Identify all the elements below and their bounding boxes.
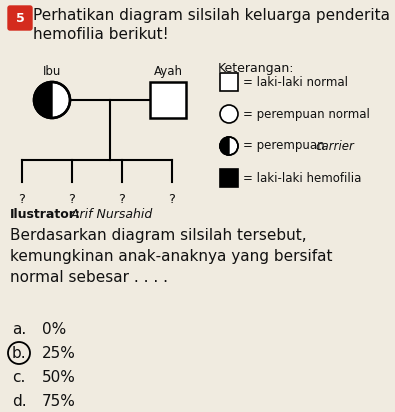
Circle shape xyxy=(220,137,238,155)
Text: Arif Nursahid: Arif Nursahid xyxy=(67,208,152,221)
FancyBboxPatch shape xyxy=(220,169,238,187)
Text: Keterangan:: Keterangan: xyxy=(218,62,295,75)
Text: ?: ? xyxy=(69,193,75,206)
Text: a.: a. xyxy=(12,322,26,337)
Text: 5: 5 xyxy=(16,12,24,24)
Wedge shape xyxy=(34,82,52,118)
FancyBboxPatch shape xyxy=(8,6,32,30)
Wedge shape xyxy=(220,137,229,155)
Text: Perhatikan diagram silsilah keluarga penderita
hemofilia berikut!: Perhatikan diagram silsilah keluarga pen… xyxy=(33,8,390,42)
Text: c.: c. xyxy=(12,370,25,385)
Text: 50%: 50% xyxy=(42,370,76,385)
Text: Ibu: Ibu xyxy=(43,65,61,78)
Text: = laki-laki normal: = laki-laki normal xyxy=(243,75,348,89)
Circle shape xyxy=(220,105,238,123)
Text: 25%: 25% xyxy=(42,346,76,361)
Text: ?: ? xyxy=(19,193,25,206)
Text: carrier: carrier xyxy=(315,140,354,152)
Text: b.: b. xyxy=(12,346,26,361)
Text: ?: ? xyxy=(169,193,175,206)
Text: = laki-laki hemofilia: = laki-laki hemofilia xyxy=(243,171,361,185)
FancyBboxPatch shape xyxy=(220,73,238,91)
Text: Ayah: Ayah xyxy=(154,65,182,78)
Text: Berdasarkan diagram silsilah tersebut,
kemungkinan anak-anaknya yang bersifat
no: Berdasarkan diagram silsilah tersebut, k… xyxy=(10,228,333,285)
Text: Ilustrator:: Ilustrator: xyxy=(10,208,81,221)
Text: = perempuan: = perempuan xyxy=(243,140,328,152)
Text: ?: ? xyxy=(118,193,126,206)
Text: 0%: 0% xyxy=(42,322,66,337)
Text: = perempuan normal: = perempuan normal xyxy=(243,108,370,120)
Text: 75%: 75% xyxy=(42,394,76,409)
Circle shape xyxy=(34,82,70,118)
FancyBboxPatch shape xyxy=(150,82,186,118)
Text: d.: d. xyxy=(12,394,26,409)
